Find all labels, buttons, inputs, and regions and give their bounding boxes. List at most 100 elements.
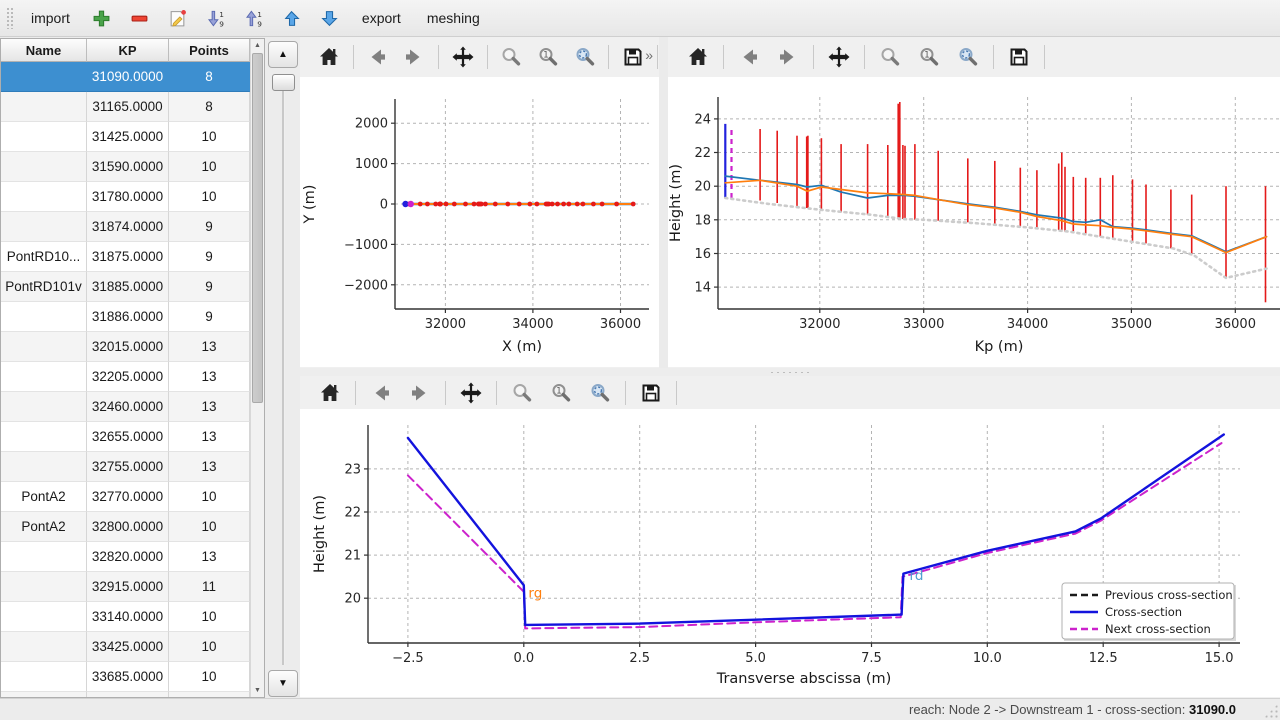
kp-cell[interactable]: 31886.0000 [87,302,169,332]
kp-cell[interactable]: 33685.0000 [87,662,169,692]
column-header-points[interactable]: Points [169,39,250,62]
name-cell[interactable]: PontRD10... [1,242,87,272]
import-button[interactable]: import [31,10,70,26]
points-cell[interactable]: 10 [169,482,250,512]
kp-cell[interactable]: 32015.0000 [87,332,169,362]
cross-section-chart[interactable]: −2.5 0.0 2.5 5.0 7.5 10.0 12.5 15.0 20 21 22 23 Tran… [300,409,1280,697]
kp-cell[interactable]: 31885.0000 [87,272,169,302]
points-cell[interactable]: 13 [169,332,250,362]
name-cell[interactable] [1,602,87,632]
kp-cell[interactable]: 31875.0000 [87,242,169,272]
table-scrollbar[interactable]: ▲ ▼ [250,39,264,697]
points-cell[interactable]: 13 [169,542,250,572]
save-button[interactable] [636,378,666,408]
points-cell[interactable]: 10 [169,152,250,182]
pan-button[interactable] [456,378,486,408]
name-cell[interactable] [1,452,87,482]
section-slider-handle[interactable] [272,74,295,91]
points-cell[interactable]: 11 [169,572,250,602]
home-button[interactable] [683,42,713,72]
kp-cell[interactable] [87,692,169,697]
points-cell[interactable]: 10 [169,662,250,692]
points-cell[interactable]: 13 [169,422,250,452]
name-cell[interactable] [1,152,87,182]
kp-cell[interactable]: 32755.0000 [87,452,169,482]
table-row[interactable]: 32915.0000 11 [1,572,250,602]
points-cell[interactable]: 9 [169,272,250,302]
splitter-grip[interactable] [769,370,811,374]
move-up-button[interactable] [274,3,310,33]
name-cell[interactable] [1,122,87,152]
back-button[interactable] [364,42,392,72]
points-cell[interactable]: 10 [169,182,250,212]
zoom-button[interactable] [875,42,905,72]
name-cell[interactable] [1,212,87,242]
table-row[interactable]: 33685.0000 10 [1,662,250,692]
table-row[interactable]: PontA2 32770.0000 10 [1,482,250,512]
profile-chart[interactable]: 32000 33000 34000 35000 36000 14 16 18 20 22 24 Kp … [668,77,1280,367]
name-cell[interactable] [1,422,87,452]
kp-cell[interactable]: 32820.0000 [87,542,169,572]
section-slider-groove[interactable] [282,79,285,665]
kp-cell[interactable]: 33140.0000 [87,602,169,632]
table-row[interactable]: 32015.0000 13 [1,332,250,362]
table-row[interactable]: 32755.0000 13 [1,452,250,482]
kp-cell[interactable]: 31090.0000 [87,62,169,92]
table-row[interactable]: 32820.0000 13 [1,542,250,572]
pan-button[interactable] [449,42,477,72]
section-up-button[interactable]: ▲ [268,41,298,68]
kp-cell[interactable]: 32915.0000 [87,572,169,602]
zoom-region-button[interactable] [585,378,615,408]
kp-cell[interactable]: 31425.0000 [87,122,169,152]
table-row[interactable]: 31425.0000 10 [1,122,250,152]
kp-cell[interactable]: 31780.0000 [87,182,169,212]
scroll-up-icon[interactable]: ▲ [254,42,261,49]
table-row[interactable]: PontRD101v 31885.0000 9 [1,272,250,302]
table-row[interactable]: 31886.0000 9 [1,302,250,332]
kp-cell[interactable]: 33425.0000 [87,632,169,662]
back-button[interactable] [734,42,764,72]
zoom-button[interactable] [507,378,537,408]
forward-button[interactable] [405,378,435,408]
name-cell[interactable] [1,62,87,92]
kp-cell[interactable]: 32800.0000 [87,512,169,542]
kp-cell[interactable]: 31165.0000 [87,92,169,122]
edit-button[interactable] [160,3,196,33]
points-cell[interactable] [169,692,250,697]
kp-cell[interactable]: 31874.0000 [87,212,169,242]
table-row[interactable]: 33425.0000 10 [1,632,250,662]
pan-button[interactable] [824,42,854,72]
sort-descending-button[interactable] [198,3,234,33]
points-cell[interactable]: 10 [169,512,250,542]
points-cell[interactable]: 9 [169,302,250,332]
home-button[interactable] [315,378,345,408]
name-cell[interactable]: PontA2 [1,482,87,512]
table-row[interactable]: 32205.0000 13 [1,362,250,392]
name-cell[interactable] [1,332,87,362]
home-button[interactable] [315,42,343,72]
points-cell[interactable]: 8 [169,92,250,122]
points-cell[interactable]: 13 [169,362,250,392]
name-cell[interactable] [1,392,87,422]
kp-cell[interactable]: 32460.0000 [87,392,169,422]
zoom-button[interactable] [497,42,525,72]
name-cell[interactable] [1,662,87,692]
kp-cell[interactable]: 32770.0000 [87,482,169,512]
points-cell[interactable]: 10 [169,632,250,662]
name-cell[interactable] [1,182,87,212]
name-cell[interactable] [1,632,87,662]
section-down-button[interactable]: ▼ [268,670,298,697]
kp-cell[interactable]: 32205.0000 [87,362,169,392]
points-cell[interactable]: 10 [169,122,250,152]
zoom-one-button[interactable] [914,42,944,72]
table-row[interactable]: 32655.0000 13 [1,422,250,452]
name-cell[interactable] [1,542,87,572]
zoom-one-button[interactable] [546,378,576,408]
move-down-button[interactable] [312,3,348,33]
name-cell[interactable] [1,692,87,697]
points-cell[interactable]: 9 [169,212,250,242]
export-button[interactable]: export [361,10,401,26]
points-cell[interactable]: 8 [169,62,250,92]
sort-ascending-button[interactable] [236,3,272,33]
table-row[interactable]: 33140.0000 10 [1,602,250,632]
